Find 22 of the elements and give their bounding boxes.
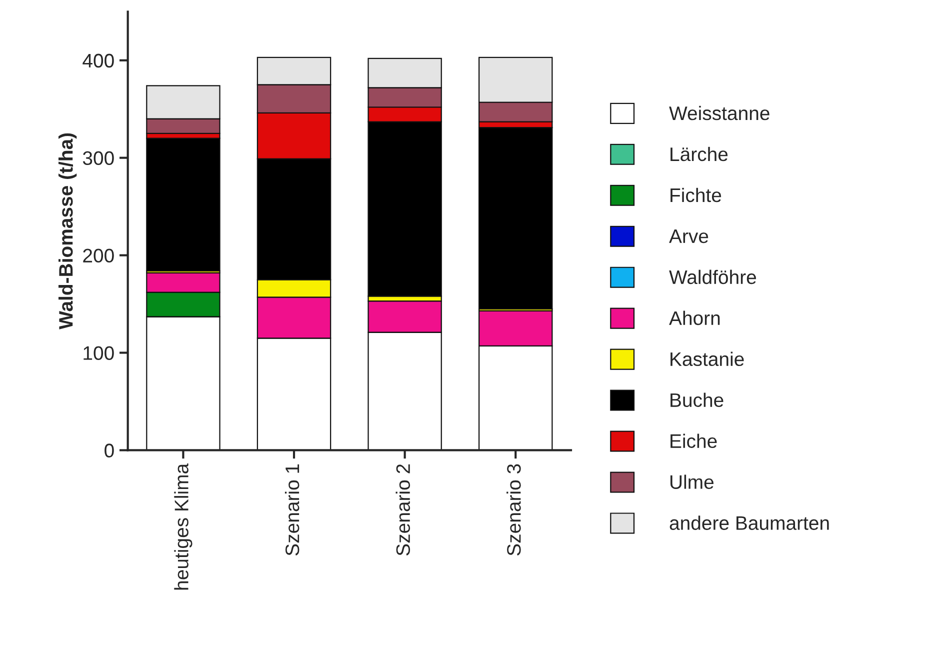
x-tick-label: Szenario 3 <box>506 464 521 556</box>
y-axis-title: Wald-Biomasse (t/ha) <box>58 133 77 330</box>
bar <box>146 138 220 272</box>
legend-label: Eiche <box>670 434 717 448</box>
legend-label: Waldföhre <box>669 270 756 284</box>
legend-label: Arve <box>669 230 708 244</box>
x-tick-label: Szenario 2 <box>396 464 410 556</box>
legend-label: Ahorn <box>669 310 720 326</box>
legend-label: Lärche <box>670 146 728 162</box>
legend-label: Fichte <box>670 188 722 202</box>
legend-label: Kastanie <box>670 352 744 366</box>
x-tick-label: heutiges Klima <box>174 463 192 590</box>
y-tick-label: 100 <box>84 346 114 360</box>
legend-label: Weisstanne <box>669 106 770 120</box>
y-tick-label: 0 <box>104 444 114 458</box>
legend-label: andere Baumarten <box>670 516 829 530</box>
x-tick-label: Szenario 1 <box>284 464 300 556</box>
y-tick-label: 200 <box>83 248 114 263</box>
y-tick-label: 400 <box>82 54 114 68</box>
legend-label: Buche <box>670 392 724 408</box>
y-tick-label: 300 <box>82 151 114 166</box>
legend-label: Ulme <box>670 474 714 489</box>
